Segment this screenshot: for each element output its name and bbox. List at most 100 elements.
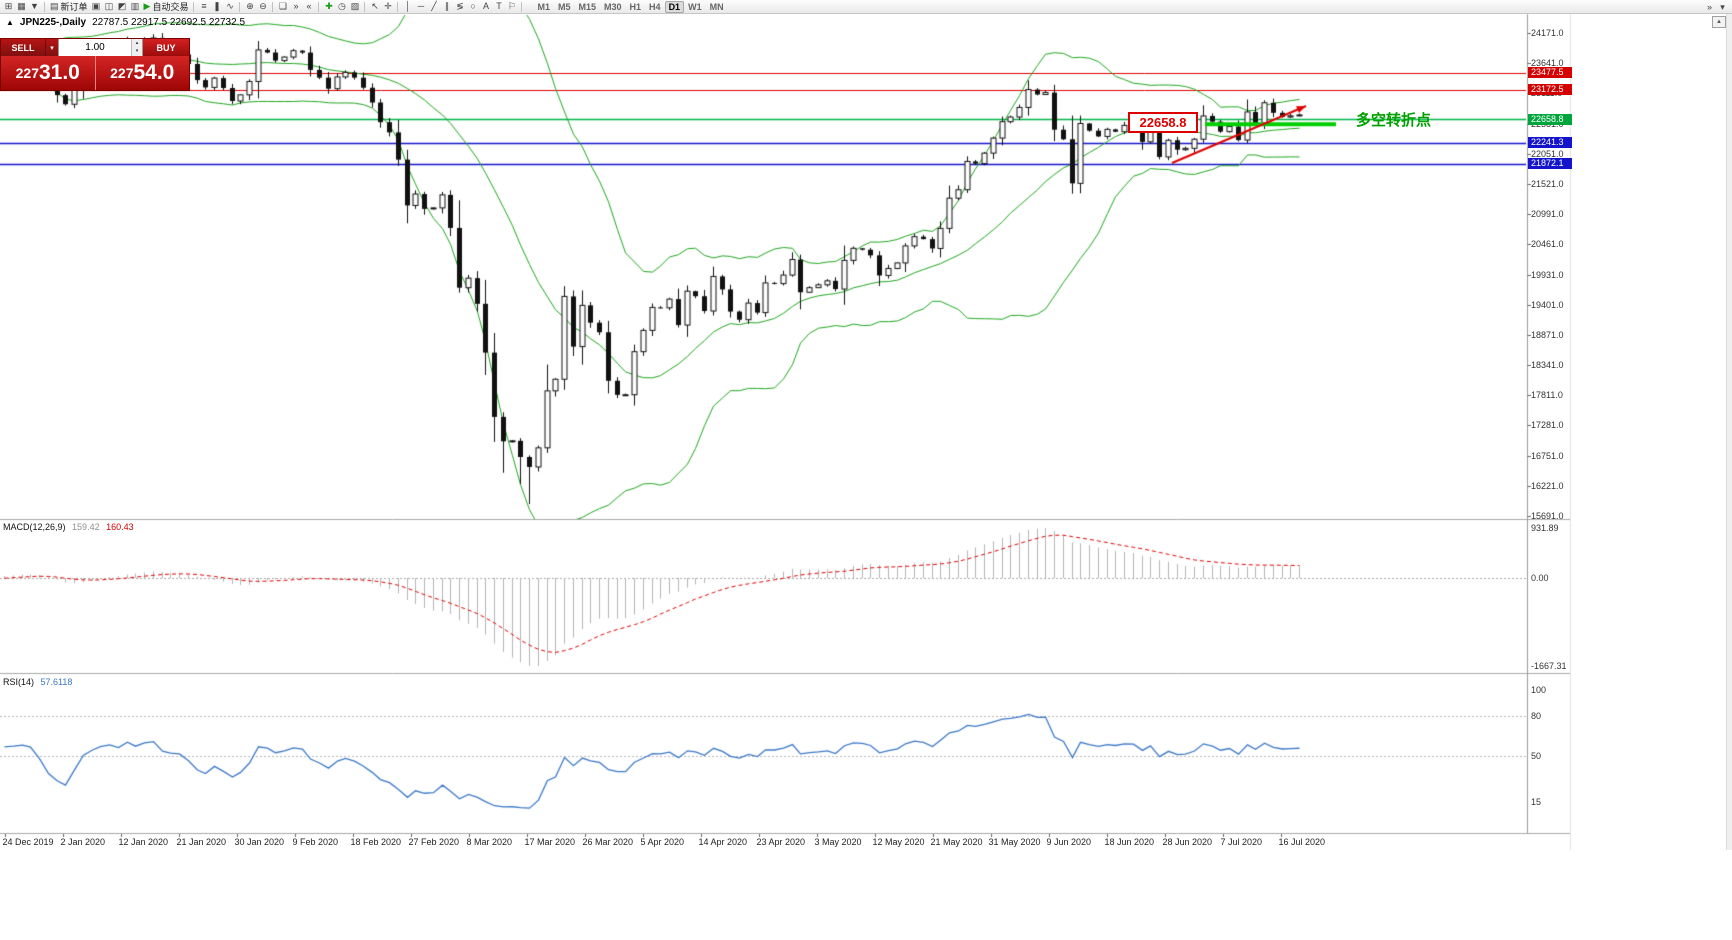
buy-price-frac: 54.0	[133, 61, 175, 84]
navigator-icon: ◩	[117, 1, 127, 11]
new-order-button-label: 新订单	[60, 2, 88, 12]
market-watch-icon: ▣	[91, 1, 101, 11]
horizontal-line-icon: ─	[417, 1, 425, 11]
tile-windows-icon[interactable]: ❏	[276, 1, 289, 13]
toolbar-options-icon[interactable]: ▾	[1716, 1, 1729, 13]
autotrading-button-label: 自动交易	[152, 2, 189, 12]
text-icon[interactable]: A	[479, 1, 492, 13]
channel-icon[interactable]: ∥	[440, 1, 453, 13]
zoom-in-icon[interactable]: ⊕	[243, 1, 256, 13]
arrows-icon: ⚐	[507, 1, 516, 11]
sell-options-caret-icon[interactable]: ▾	[45, 39, 58, 56]
chart-profiles-icon: ▦	[17, 1, 26, 11]
candles-chart-icon: ❚	[213, 1, 221, 11]
vertical-line-icon[interactable]: │	[401, 1, 414, 13]
timeframe-m15-button[interactable]: M15	[575, 1, 601, 13]
vertical-scrollbar[interactable]	[1726, 14, 1732, 850]
timeframe-m30-button[interactable]: M30	[600, 1, 626, 13]
terminal-icon[interactable]: ▥	[129, 1, 142, 13]
fibonacci-icon: ≶	[456, 1, 464, 11]
chart-profiles-icon[interactable]: ▦	[15, 1, 28, 13]
trade-prices-row: 227 31.0 227 54.0	[1, 56, 189, 90]
data-window-icon[interactable]: ◫	[103, 1, 116, 13]
label-icon: T	[496, 1, 502, 11]
arrows-icon[interactable]: ⚐	[505, 1, 518, 13]
toolbar-separator	[44, 1, 45, 12]
indicators-icon[interactable]: ✚	[322, 1, 335, 13]
macd-name: MACD(12,26,9)	[3, 522, 66, 532]
volume-up-icon[interactable]: ▴	[132, 39, 142, 48]
vertical-line-icon: │	[405, 1, 411, 11]
templates-icon: ▨	[350, 1, 360, 11]
market-watch-icon[interactable]: ▣	[90, 1, 103, 13]
symbol-marker-icon: ▲	[6, 18, 14, 27]
macd-signal-value: 160.43	[106, 522, 134, 532]
fibonacci-icon[interactable]: ≶	[453, 1, 466, 13]
toolbar-separator	[239, 1, 241, 12]
crosshair-icon[interactable]: ✛	[381, 1, 394, 13]
volume-down-icon[interactable]: ▾	[132, 47, 142, 56]
price-annotation-box[interactable]: 22658.8	[1128, 112, 1198, 133]
timeframe-w1-button[interactable]: W1	[684, 1, 706, 13]
timeframe-h4-button[interactable]: H4	[645, 1, 665, 13]
chart-list-icon[interactable]: ▼	[28, 1, 41, 13]
auto-scroll-icon[interactable]: »	[289, 1, 302, 13]
scroll-up-button[interactable]: ▲	[1712, 16, 1726, 28]
line-chart-icon: ∿	[226, 1, 234, 11]
channel-icon: ∥	[444, 1, 450, 11]
zoom-in-icon: ⊕	[246, 1, 254, 11]
horizontal-line-icon[interactable]: ─	[414, 1, 427, 13]
line-chart-icon[interactable]: ∿	[223, 1, 236, 13]
text-icon: A	[482, 1, 489, 11]
toolbar-separator	[397, 1, 399, 12]
buy-price[interactable]: 227 54.0	[94, 56, 189, 90]
cursor-icon[interactable]: ↖	[368, 1, 381, 13]
toolbar-more-icon[interactable]: »	[1703, 1, 1716, 13]
volume-input[interactable]	[59, 39, 131, 56]
macd-main-value: 159.42	[72, 522, 100, 532]
toolbar-separator	[521, 1, 523, 12]
timeframe-h1-button[interactable]: H1	[626, 1, 646, 13]
tile-windows-icon: ❏	[278, 1, 287, 11]
timeframe-toolbar: M1 M5 M15 M30 H1 H4 D1 W1 MN	[533, 0, 728, 13]
autotrading-icon: ▶	[143, 1, 151, 11]
chart-shift-icon: «	[306, 1, 312, 11]
buy-button[interactable]: BUY	[143, 39, 189, 56]
toolbar-separator	[193, 1, 195, 12]
bars-chart-icon[interactable]: ≡	[197, 1, 210, 13]
trade-controls-row: SELL ▾ ▴ ▾ BUY	[1, 39, 189, 56]
periods-icon[interactable]: ◷	[335, 1, 348, 13]
shapes-icon[interactable]: ○	[466, 1, 479, 13]
navigator-icon[interactable]: ◩	[116, 1, 129, 13]
chart-title: ▲ JPN225-,Daily 22787.5 22917.5 22692.5 …	[6, 17, 245, 28]
shapes-icon: ○	[470, 1, 476, 11]
new-order-button[interactable]: ▤ 新订单	[48, 1, 90, 13]
periods-icon: ◷	[338, 1, 346, 11]
timeframe-m1-button[interactable]: M1	[533, 1, 554, 13]
autotrading-button[interactable]: ▶ 自动交易	[142, 1, 191, 13]
zoom-out-icon[interactable]: ⊖	[256, 1, 269, 13]
sell-price[interactable]: 227 31.0	[1, 56, 95, 90]
candles-chart-icon[interactable]: ❚	[210, 1, 223, 13]
volume-field: ▴ ▾	[58, 39, 143, 56]
new-chart-icon[interactable]: ⊞	[2, 1, 15, 13]
sell-button[interactable]: SELL	[1, 39, 45, 56]
toolbar-separator	[272, 1, 274, 12]
label-icon[interactable]: T	[492, 1, 505, 13]
data-window-icon: ◫	[104, 1, 114, 11]
rsi-name: RSI(14)	[3, 677, 35, 687]
rsi-indicator-label: RSI(14) 57.6118	[3, 677, 72, 687]
chart-shift-icon[interactable]: «	[302, 1, 315, 13]
symbol-period-label: JPN225-,Daily	[19, 17, 87, 28]
toolbar-main: ⊞ ▦ ▼ ▤ 新订单 ▣ ◫ ◩ ▥ ▶ 自动交易 ≡ ❚ ∿ ⊕ ⊖ ❏ » « ✚ ◷ ▨ ↖ ✛ │ ─ ╱ ∥ ≶ ○ A T ⚐	[2, 1, 525, 13]
timeframe-mn-button[interactable]: MN	[706, 1, 728, 13]
toolbar: ⊞ ▦ ▼ ▤ 新订单 ▣ ◫ ◩ ▥ ▶ 自动交易 ≡ ❚ ∿ ⊕ ⊖ ❏ » « ✚ ◷ ▨ ↖ ✛ │ ─ ╱ ∥ ≶ ○ A T ⚐ M…	[0, 0, 1732, 14]
toolbar-separator	[364, 1, 366, 12]
timeframe-d1-button[interactable]: D1	[664, 0, 685, 13]
trendline-icon[interactable]: ╱	[427, 1, 440, 13]
turning-point-annotation[interactable]: 多空转折点	[1356, 112, 1432, 129]
templates-icon[interactable]: ▨	[348, 1, 361, 13]
timeframe-m5-button[interactable]: M5	[554, 1, 575, 13]
